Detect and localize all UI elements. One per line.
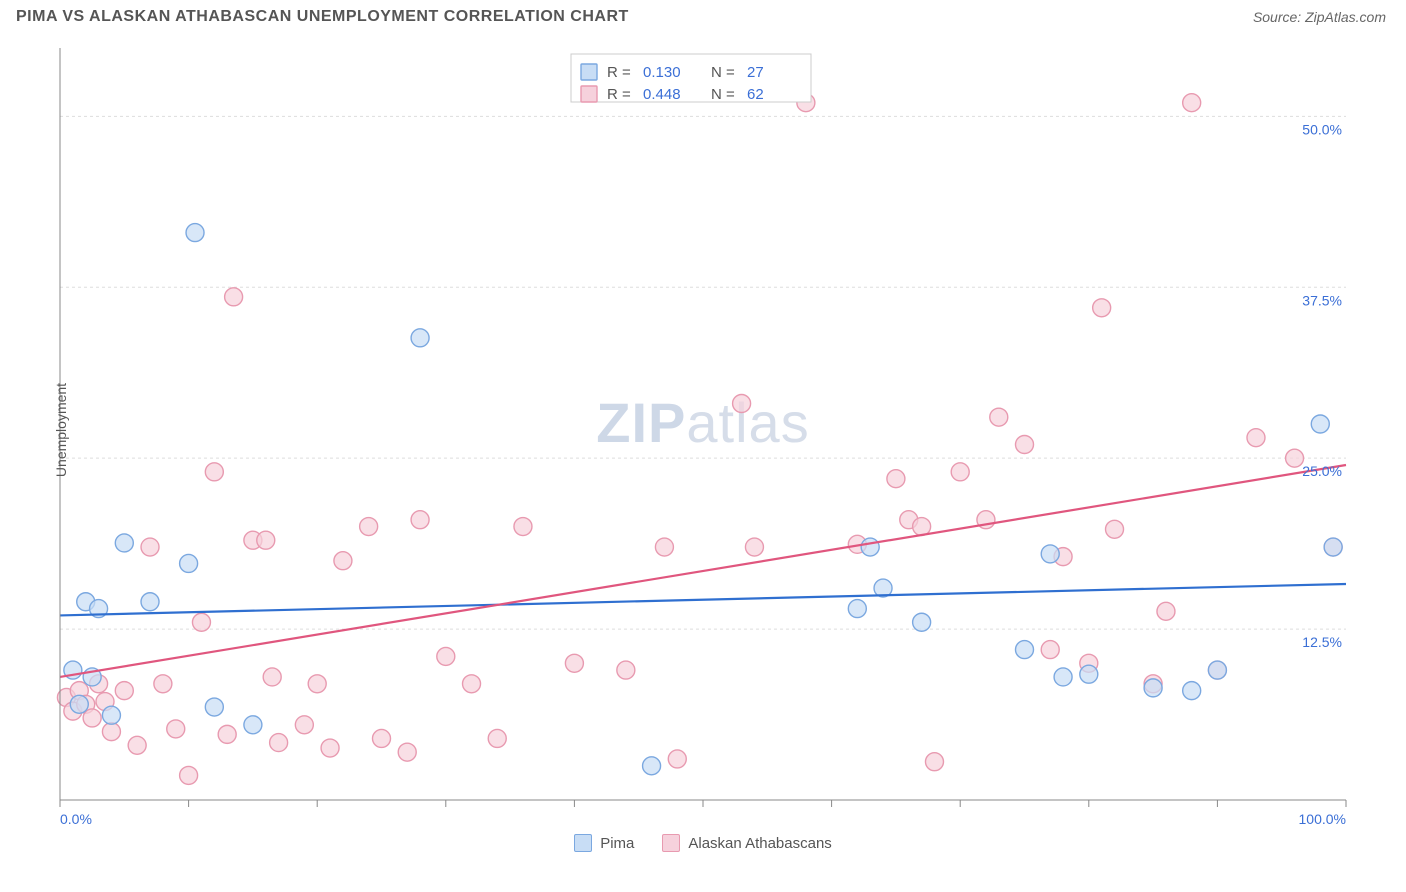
- data-point: [617, 661, 635, 679]
- data-point: [321, 739, 339, 757]
- data-point: [334, 552, 352, 570]
- data-point: [225, 288, 243, 306]
- data-point: [1286, 449, 1304, 467]
- data-point: [1041, 545, 1059, 563]
- data-point: [70, 695, 88, 713]
- data-point: [411, 511, 429, 529]
- bottom-legend: Pima Alaskan Athabascans: [0, 830, 1406, 852]
- data-point: [1157, 602, 1175, 620]
- data-point: [463, 675, 481, 693]
- data-point: [990, 408, 1008, 426]
- data-point: [308, 675, 326, 693]
- data-point: [733, 394, 751, 412]
- data-point: [257, 531, 275, 549]
- stat-r-value: 0.448: [643, 86, 681, 103]
- data-point: [244, 716, 262, 734]
- data-point: [565, 654, 583, 672]
- watermark: ZIPatlas: [596, 391, 809, 454]
- x-tick-label: 0.0%: [60, 811, 92, 827]
- data-point: [205, 463, 223, 481]
- y-tick-label: 12.5%: [1302, 634, 1342, 650]
- data-point: [360, 518, 378, 536]
- data-point: [925, 753, 943, 771]
- legend-label: Pima: [600, 835, 634, 852]
- data-point: [1016, 436, 1034, 454]
- data-point: [141, 538, 159, 556]
- data-point: [1041, 641, 1059, 659]
- legend-label: Alaskan Athabascans: [688, 835, 831, 852]
- data-point: [1324, 538, 1342, 556]
- data-point: [411, 329, 429, 347]
- legend-item: Pima: [574, 834, 634, 852]
- y-tick-label: 50.0%: [1302, 121, 1342, 137]
- data-point: [205, 698, 223, 716]
- legend-swatch: [581, 64, 597, 80]
- stat-r-value: 0.130: [643, 64, 681, 81]
- data-point: [913, 613, 931, 631]
- trend-line: [60, 465, 1346, 677]
- data-point: [115, 682, 133, 700]
- legend-swatch: [574, 834, 592, 852]
- data-point: [1093, 299, 1111, 317]
- data-point: [167, 720, 185, 738]
- x-tick-label: 100.0%: [1299, 811, 1346, 827]
- y-tick-label: 37.5%: [1302, 292, 1342, 308]
- data-point: [102, 706, 120, 724]
- data-point: [643, 757, 661, 775]
- stat-r-label: R =: [607, 86, 631, 103]
- trend-line: [60, 584, 1346, 615]
- chart-header: PIMA VS ALASKAN ATHABASCAN UNEMPLOYMENT …: [0, 0, 1406, 30]
- data-point: [218, 725, 236, 743]
- data-point: [192, 613, 210, 631]
- y-axis-label: Unemployment: [53, 383, 69, 477]
- data-point: [1106, 520, 1124, 538]
- stat-r-label: R =: [607, 64, 631, 81]
- data-point: [1080, 665, 1098, 683]
- data-point: [1054, 668, 1072, 686]
- data-point: [848, 600, 866, 618]
- data-point: [102, 723, 120, 741]
- data-point: [295, 716, 313, 734]
- y-tick-label: 25.0%: [1302, 463, 1342, 479]
- data-point: [263, 668, 281, 686]
- data-point: [83, 709, 101, 727]
- data-point: [1016, 641, 1034, 659]
- data-point: [141, 593, 159, 611]
- legend-item: Alaskan Athabascans: [662, 834, 831, 852]
- data-point: [745, 538, 763, 556]
- stat-n-label: N =: [711, 86, 735, 103]
- data-point: [514, 518, 532, 536]
- data-point: [1208, 661, 1226, 679]
- legend-swatch: [581, 86, 597, 102]
- data-point: [655, 538, 673, 556]
- data-point: [1144, 679, 1162, 697]
- data-point: [887, 470, 905, 488]
- data-point: [398, 743, 416, 761]
- stat-n-value: 27: [747, 64, 764, 81]
- scatter-chart: ZIPatlas 0.0% 100.0% 12.5% 25.0% 37.5% 50.0% R …: [16, 30, 1390, 830]
- data-point: [186, 224, 204, 242]
- stat-n-value: 62: [747, 86, 764, 103]
- data-point: [128, 736, 146, 754]
- data-point: [373, 729, 391, 747]
- stat-n-label: N =: [711, 64, 735, 81]
- data-point: [488, 729, 506, 747]
- data-point: [951, 463, 969, 481]
- data-point: [1183, 94, 1201, 112]
- data-point: [180, 554, 198, 572]
- data-point: [1183, 682, 1201, 700]
- data-point: [270, 734, 288, 752]
- data-point: [1311, 415, 1329, 433]
- data-point: [180, 766, 198, 784]
- data-point: [154, 675, 172, 693]
- legend-swatch: [662, 834, 680, 852]
- data-point: [115, 534, 133, 552]
- data-point: [668, 750, 686, 768]
- data-point: [437, 647, 455, 665]
- source-label: Source: ZipAtlas.com: [1253, 9, 1386, 25]
- chart-title: PIMA VS ALASKAN ATHABASCAN UNEMPLOYMENT …: [16, 8, 629, 26]
- chart-wrap: Unemployment ZIPatlas 0.0% 100.0% 12.5% 25.0…: [16, 30, 1390, 830]
- data-point: [861, 538, 879, 556]
- data-point: [1247, 429, 1265, 447]
